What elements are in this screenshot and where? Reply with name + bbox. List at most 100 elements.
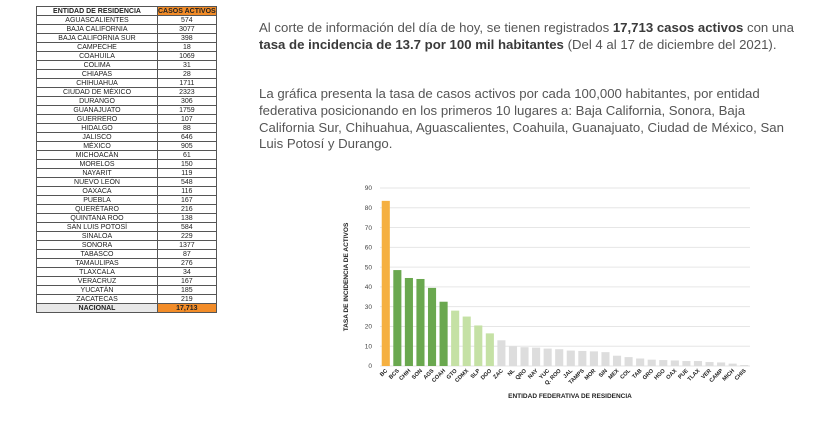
state-cell: JALISCO: [36, 132, 158, 142]
x-tick-label: NL: [507, 368, 517, 378]
table-row: MÉXICO 905: [36, 141, 217, 151]
x-tick-label: SON: [411, 368, 424, 381]
state-cell: NAYARIT: [36, 168, 158, 178]
state-cell: TABASCO: [36, 249, 158, 259]
state-cell: SINALOA: [36, 231, 158, 241]
y-tick-label: 10: [365, 343, 373, 350]
table-row: JALISCO 646: [36, 132, 217, 142]
table-row: SAN LUIS POTOSÍ 584: [36, 222, 217, 232]
table-row: SONORA 1377: [36, 240, 217, 250]
cases-cell: 28: [157, 69, 217, 79]
table-row: CIUDAD DE MÉXICO 2323: [36, 87, 217, 97]
bar: [497, 340, 506, 366]
cases-cell: 1711: [157, 78, 217, 88]
cases-cell: 18: [157, 42, 217, 52]
cases-cell: 107: [157, 114, 217, 124]
state-cell: AGUASCALIENTES: [36, 15, 158, 25]
table-row: NUEVO LEÓN 548: [36, 177, 217, 187]
bar: [508, 346, 518, 366]
bar: [520, 347, 529, 366]
state-cell: TLAXCALA: [36, 267, 158, 277]
bar: [589, 351, 598, 366]
cases-cell: 584: [157, 222, 217, 232]
bar: [555, 349, 564, 366]
table-row: QUINTANA ROO 138: [36, 213, 217, 223]
x-tick-label: DGO: [480, 368, 494, 382]
cases-cell: 167: [157, 276, 217, 286]
bar: [381, 200, 390, 366]
bar: [393, 270, 402, 366]
x-tick-label: GRO: [642, 368, 656, 382]
cases-cell: 138: [157, 213, 217, 223]
summary-text-2: con una: [743, 20, 794, 35]
cases-cell: 905: [157, 141, 217, 151]
state-cell: OAXACA: [36, 186, 158, 196]
cases-cell: 2323: [157, 87, 217, 97]
bar: [601, 352, 610, 366]
summary-text-3: (Del 4 al 17 de diciembre del 2021).: [563, 36, 777, 52]
cases-cell: 87: [157, 249, 217, 259]
incidence-bar-chart: 0102030405060708090BCBCSCHIHSONAGSCOAHGT…: [343, 185, 750, 400]
state-cell: MORELOS: [36, 159, 158, 169]
cases-cell: 167: [157, 195, 217, 205]
table-row: COLIMA 31: [36, 60, 217, 70]
bar: [740, 365, 749, 366]
bar: [670, 360, 679, 366]
summary-text-1: Al corte de información del día de hoy, …: [259, 20, 613, 35]
cases-cell: 31: [157, 60, 217, 70]
cases-cell: 88: [157, 123, 217, 133]
total-label: NACIONAL: [36, 303, 158, 313]
cases-cell: 574: [157, 15, 217, 25]
x-tick-label: MOR: [584, 368, 597, 381]
bar: [612, 355, 622, 366]
state-cell: QUINTANA ROO: [36, 213, 158, 223]
table-row: YUCATÁN 185: [36, 285, 217, 295]
cases-cell: 1069: [157, 51, 217, 61]
table-row: GUANAJUATO 1759: [36, 105, 217, 115]
state-cell: NUEVO LEÓN: [36, 177, 158, 187]
active-cases-table: ENTIDAD DE RESIDENCIA CASOS ACTIVOS AGUA…: [36, 6, 217, 313]
bar: [728, 363, 737, 366]
table-body: AGUASCALIENTES 574 BAJA CALIFORNIA 3077 BAJA…: [36, 15, 217, 313]
state-cell: MICHOACÁN: [36, 150, 158, 160]
cases-cell: 398: [157, 33, 217, 43]
table-row: QUERÉTARO 216: [36, 204, 217, 214]
table-row: CHIHUAHUA 1711: [36, 78, 217, 88]
table-row: CAMPECHE 18: [36, 42, 217, 52]
state-cell: CIUDAD DE MÉXICO: [36, 87, 158, 97]
x-tick-label: COL: [619, 368, 632, 381]
bar: [578, 350, 587, 366]
x-tick-label: QRO: [515, 368, 529, 382]
state-cell: ZACATECAS: [36, 294, 158, 304]
state-cell: MÉXICO: [36, 141, 158, 151]
bar: [705, 362, 714, 366]
cases-cell: 150: [157, 159, 217, 169]
total-value: 17,713: [157, 303, 217, 313]
state-cell: CHIHUAHUA: [36, 78, 158, 88]
cases-cell: 3077: [157, 24, 217, 34]
table-row: COAHUILA 1069: [36, 51, 217, 61]
bar: [451, 310, 460, 366]
table-row: SINALOA 229: [36, 231, 217, 241]
table-row: NAYARIT 119: [36, 168, 217, 178]
x-tick-label: HGO: [653, 368, 667, 382]
bar: [404, 277, 413, 366]
x-tick-label: NAY: [527, 368, 539, 380]
table-row: AGUASCALIENTES 574: [36, 15, 217, 25]
cases-cell: 119: [157, 168, 217, 178]
bar: [416, 278, 425, 366]
state-cell: VERACRUZ: [36, 276, 158, 286]
state-cell: PUEBLA: [36, 195, 158, 205]
y-tick-label: 20: [365, 324, 373, 331]
bar: [693, 361, 703, 366]
state-cell: YUCATÁN: [36, 285, 158, 295]
total-row: NACIONAL 17,713: [36, 303, 217, 313]
cases-cell: 219: [157, 294, 217, 304]
bar: [532, 347, 541, 366]
cases-cell: 216: [157, 204, 217, 214]
cases-cell: 34: [157, 267, 217, 277]
state-cell: COAHUILA: [36, 51, 158, 61]
x-tick-label: CHIH: [398, 368, 412, 382]
bar: [682, 361, 691, 366]
cases-cell: 306: [157, 96, 217, 106]
